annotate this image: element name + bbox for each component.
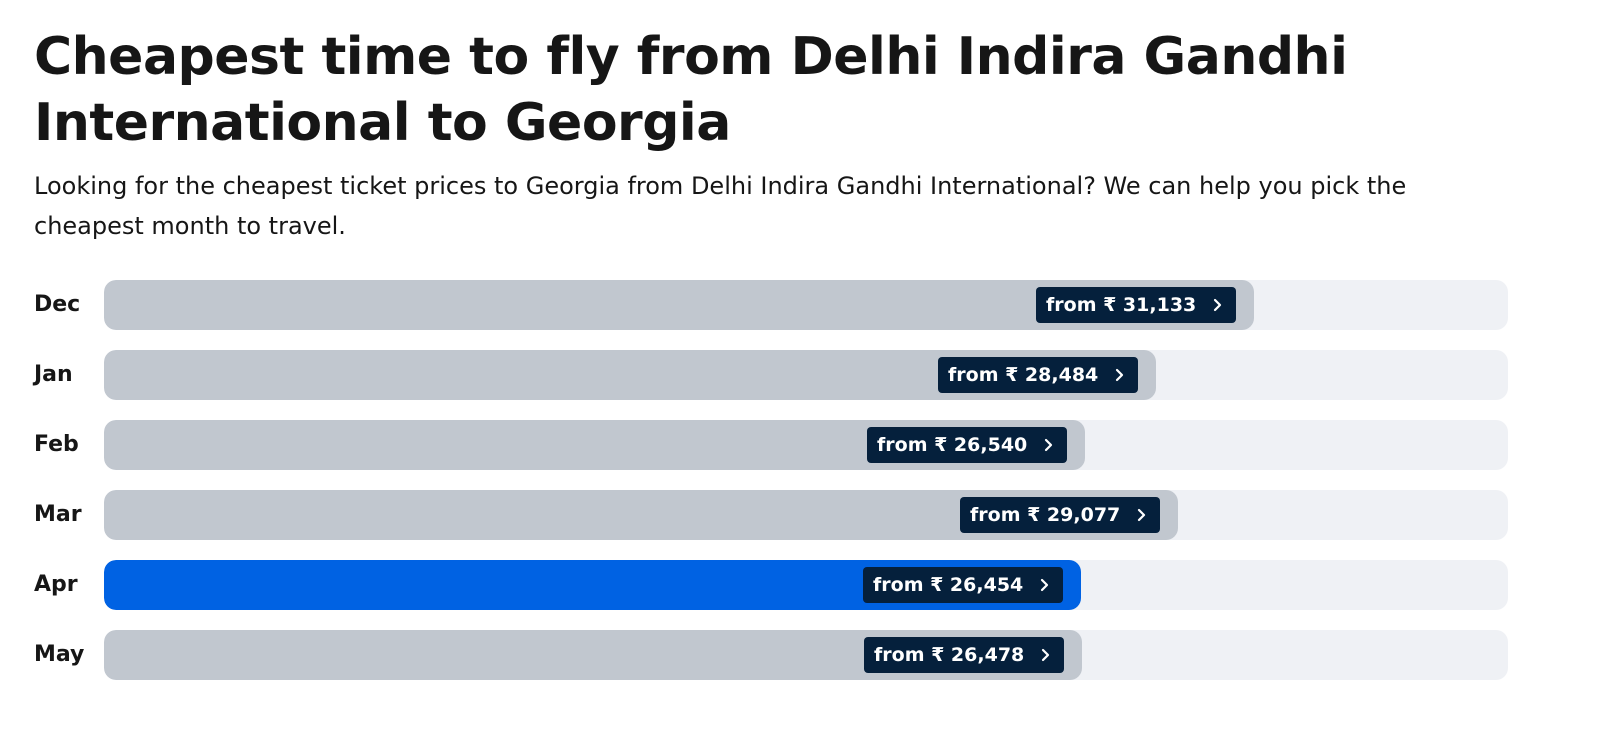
chevron-right-icon bbox=[1214, 298, 1222, 312]
bar-track: from ₹ 26,454 bbox=[104, 560, 1508, 610]
price-tag-feb[interactable]: from ₹ 26,540 bbox=[867, 427, 1068, 463]
price-label: from ₹ 26,454 bbox=[873, 574, 1024, 596]
price-label: from ₹ 26,540 bbox=[877, 434, 1028, 456]
page-header: Cheapest time to fly from Delhi Indira G… bbox=[34, 24, 1534, 246]
price-label: from ₹ 31,133 bbox=[1046, 294, 1197, 316]
month-label: May bbox=[34, 642, 85, 667]
chart-row-apr: Apr from ₹ 26,454 bbox=[34, 560, 1514, 610]
bar-track: from ₹ 26,540 bbox=[104, 420, 1508, 470]
chart-row-feb: Feb from ₹ 26,540 bbox=[34, 420, 1514, 470]
chart-row-dec: Dec from ₹ 31,133 bbox=[34, 280, 1514, 330]
chevron-right-icon bbox=[1042, 648, 1050, 662]
chart-row-may: May from ₹ 26,478 bbox=[34, 630, 1514, 680]
page-title: Cheapest time to fly from Delhi Indira G… bbox=[34, 27, 1348, 153]
bar-track: from ₹ 29,077 bbox=[104, 490, 1508, 540]
month-label: Apr bbox=[34, 572, 78, 597]
price-tag-jan[interactable]: from ₹ 28,484 bbox=[938, 357, 1139, 393]
bar-track: from ₹ 28,484 bbox=[104, 350, 1508, 400]
chart-row-jan: Jan from ₹ 28,484 bbox=[34, 350, 1514, 400]
chevron-right-icon bbox=[1138, 508, 1146, 522]
price-tag-dec[interactable]: from ₹ 31,133 bbox=[1036, 287, 1237, 323]
price-label: from ₹ 29,077 bbox=[970, 504, 1121, 526]
chevron-right-icon bbox=[1116, 368, 1124, 382]
chevron-right-icon bbox=[1041, 578, 1049, 592]
bar-track: from ₹ 26,478 bbox=[104, 630, 1508, 680]
bar-track: from ₹ 31,133 bbox=[104, 280, 1508, 330]
chart-row-mar: Mar from ₹ 29,077 bbox=[34, 490, 1514, 540]
month-label: Mar bbox=[34, 502, 82, 527]
month-label: Feb bbox=[34, 432, 79, 457]
price-tag-apr[interactable]: from ₹ 26,454 bbox=[863, 567, 1064, 603]
cheapest-month-bar-chart: Dec from ₹ 31,133 Jan from ₹ 28,484 Feb from … bbox=[34, 280, 1514, 700]
price-label: from ₹ 26,478 bbox=[874, 644, 1025, 666]
price-tag-may[interactable]: from ₹ 26,478 bbox=[864, 637, 1065, 673]
price-tag-mar[interactable]: from ₹ 29,077 bbox=[960, 497, 1161, 533]
price-label: from ₹ 28,484 bbox=[948, 364, 1099, 386]
page-subtitle: Looking for the cheapest ticket prices t… bbox=[34, 172, 1407, 240]
chevron-right-icon bbox=[1045, 438, 1053, 452]
month-label: Dec bbox=[34, 292, 81, 317]
month-label: Jan bbox=[34, 362, 73, 387]
